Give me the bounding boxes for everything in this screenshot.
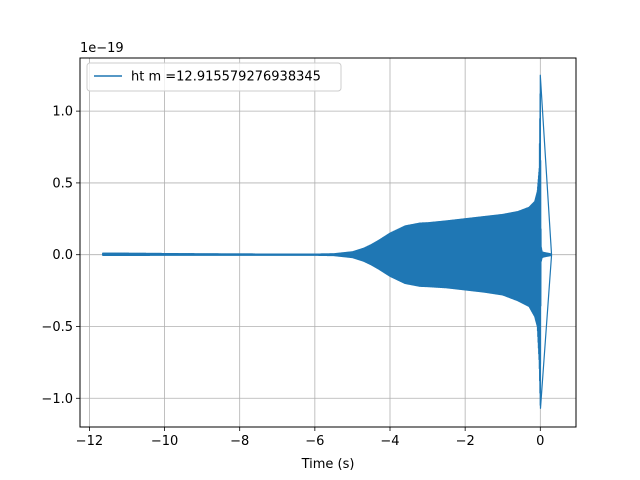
x-tick-label: −12 — [76, 434, 103, 449]
x-tick-label: −6 — [305, 434, 324, 449]
y-offset-text: 1e−19 — [80, 41, 124, 56]
ticks: −12 −10 −8 −6 −4 −2 0 −1.0 −0.5 0.0 0.5 1.0 — [41, 105, 544, 449]
plot-area — [101, 74, 553, 409]
y-tick-label: 0.5 — [52, 176, 73, 191]
x-tick-label: −4 — [380, 434, 399, 449]
legend-box — [86, 62, 342, 92]
x-tick-label: 0 — [536, 434, 544, 449]
x-tick-label: −2 — [456, 434, 475, 449]
y-tick-label: 0.0 — [52, 248, 73, 263]
y-tick-label: 1.0 — [52, 105, 73, 120]
y-tick-label: −0.5 — [41, 320, 73, 335]
x-axis-label: Time (s) — [301, 457, 355, 472]
x-tick-label: −8 — [230, 434, 249, 449]
axes-frame — [79, 57, 577, 428]
y-tick-label: −1.0 — [41, 392, 73, 407]
series-line-ht — [101, 74, 553, 409]
x-tick-label: −10 — [151, 434, 178, 449]
legend: ht m =12.915579276938345 — [86, 62, 342, 92]
legend-label: ht m =12.915579276938345 — [131, 70, 321, 85]
